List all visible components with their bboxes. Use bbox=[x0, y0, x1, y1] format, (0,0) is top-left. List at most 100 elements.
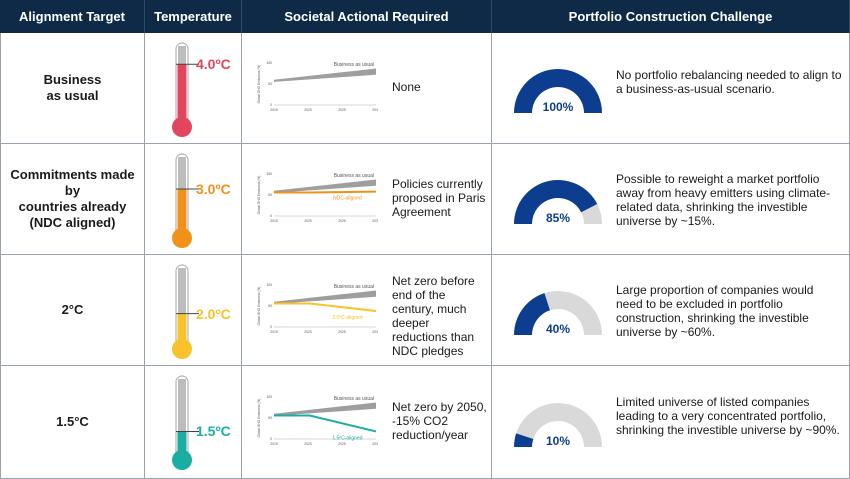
alignment-target-label: 2°C bbox=[61, 302, 84, 317]
y-tick-label: 100 bbox=[266, 395, 272, 399]
x-tick-label: 2020 bbox=[304, 219, 312, 223]
x-tick-label: 2025 bbox=[338, 219, 346, 223]
thermometer-icon bbox=[172, 264, 199, 359]
gauge-percent-label: 10% bbox=[546, 434, 570, 448]
y-axis-label: Global GHG Emissions (%) bbox=[257, 64, 261, 103]
alignment-target-label: Business as usual bbox=[43, 72, 102, 103]
gauge-fill bbox=[514, 179, 598, 224]
y-tick-label: 50 bbox=[268, 193, 272, 197]
x-tick-label: 2020 bbox=[304, 108, 312, 112]
y-tick-label: 50 bbox=[268, 416, 272, 420]
y-tick-label: 50 bbox=[268, 82, 272, 86]
action-required-text: None bbox=[392, 79, 421, 94]
x-tick-label: 2030 bbox=[372, 330, 378, 334]
portfolio-challenge-cell: 100% No portfolio rebalancing needed to a… bbox=[492, 33, 850, 144]
challenge-text: Large proportion of companies would need… bbox=[616, 282, 814, 339]
alignment-target-cell: 1.5°C bbox=[0, 366, 145, 479]
societal-action-cell: Global GHG Emissions (%) 100 50 0 2015 2020 20… bbox=[242, 33, 492, 144]
business-as-usual-band bbox=[274, 401, 376, 416]
temperature-label: 3.0ºC bbox=[196, 180, 231, 197]
band-label: Business as usual bbox=[334, 395, 374, 401]
temperature-cell: 2.0ºC bbox=[145, 255, 242, 366]
temperature-label: 2.0ºC bbox=[196, 305, 231, 322]
y-tick-label: 100 bbox=[266, 61, 272, 65]
alignment-target-label: Commitments made by countries already (N… bbox=[10, 167, 135, 230]
x-tick-label: 2030 bbox=[372, 108, 378, 112]
portfolio-challenge-cell: 40% Large proportion of companies would n… bbox=[492, 255, 850, 366]
band-label: Business as usual bbox=[334, 61, 374, 67]
societal-action-cell: Global GHG Emissions (%) 100 50 0 2015 2020 20… bbox=[242, 255, 492, 366]
action-required-text: Policies currently proposed in Paris Agr… bbox=[392, 176, 486, 219]
challenge-text: Limited universe of listed companies lea… bbox=[616, 394, 840, 437]
pathway-label: 2.0ºC-aligned bbox=[332, 315, 362, 321]
y-tick-label: 100 bbox=[266, 172, 272, 176]
y-axis-label: Global GHG Emissions (%) bbox=[257, 175, 261, 214]
x-tick-label: 2025 bbox=[338, 108, 346, 112]
x-tick-label: 2025 bbox=[338, 330, 346, 334]
x-tick-label: 2030 bbox=[372, 219, 378, 223]
y-tick-label: 0 bbox=[270, 214, 272, 218]
challenge-text: Possible to reweight a market portfolio … bbox=[616, 171, 831, 228]
investible-universe-gauge: 85% bbox=[514, 179, 602, 225]
pathway-label: NDC-aligned bbox=[333, 195, 362, 201]
investible-universe-gauge: 10% bbox=[514, 402, 602, 448]
y-tick-label: 50 bbox=[268, 304, 272, 308]
temperature-label: 1.5ºC bbox=[196, 423, 231, 440]
gauge-percent-label: 40% bbox=[546, 322, 570, 336]
challenge-text: No portfolio rebalancing needed to align… bbox=[616, 67, 842, 96]
temperature-cell: 3.0ºC bbox=[145, 144, 242, 255]
investible-universe-gauge: 100% bbox=[514, 68, 602, 114]
temperature-cell: 1.5ºC bbox=[145, 366, 242, 479]
y-tick-label: 0 bbox=[270, 325, 272, 329]
band-label: Business as usual bbox=[334, 283, 374, 289]
header-portfolio-challenge: Portfolio Construction Challenge bbox=[492, 0, 850, 33]
gauge-percent-label: 100% bbox=[543, 100, 574, 114]
thermometer-icon bbox=[172, 375, 199, 470]
business-as-usual-band bbox=[274, 178, 376, 193]
header-societal-action: Societal Actional Required bbox=[242, 0, 492, 33]
gauge-track bbox=[514, 402, 602, 447]
action-required-text: Net zero by 2050, -15% CO2 reduction/yea… bbox=[392, 399, 487, 442]
x-tick-label: 2025 bbox=[338, 442, 346, 446]
portfolio-challenge-cell: 85% Possible to reweight a market portfol… bbox=[492, 144, 850, 255]
gauge-percent-label: 85% bbox=[546, 211, 570, 225]
band-label: Business as usual bbox=[334, 172, 374, 178]
alignment-target-cell: 2°C bbox=[0, 255, 145, 366]
action-required-text: Net zero before end of the century, much… bbox=[392, 273, 475, 358]
investible-universe-gauge: 40% bbox=[514, 290, 602, 336]
header-alignment-target: Alignment Target bbox=[0, 0, 145, 33]
thermometer-icon bbox=[172, 42, 199, 137]
societal-action-cell: Global GHG Emissions (%) 100 50 0 2015 2020 20… bbox=[242, 366, 492, 479]
x-tick-label: 2015 bbox=[270, 219, 278, 223]
y-axis-label: Global GHG Emissions (%) bbox=[257, 286, 261, 325]
y-tick-label: 0 bbox=[270, 103, 272, 107]
pathway-label: 1.5ºC-aligned bbox=[332, 435, 362, 441]
header-temperature: Temperature bbox=[145, 0, 242, 33]
x-tick-label: 2015 bbox=[270, 330, 278, 334]
y-tick-label: 100 bbox=[266, 283, 272, 287]
thermometer-icon bbox=[172, 153, 199, 248]
aligned-pathway-line bbox=[274, 301, 377, 312]
x-tick-label: 2020 bbox=[304, 442, 312, 446]
alignment-target-label: 1.5°C bbox=[56, 414, 89, 429]
x-tick-label: 2020 bbox=[304, 330, 312, 334]
aligned-pathway-line bbox=[274, 190, 377, 193]
alignment-target-cell: Commitments made by countries already (N… bbox=[0, 144, 145, 255]
aligned-pathway-line bbox=[274, 413, 377, 432]
gauge-fill bbox=[514, 68, 602, 113]
temperature-label: 4.0ºC bbox=[196, 56, 231, 73]
x-tick-label: 2015 bbox=[270, 442, 278, 446]
business-as-usual-band bbox=[274, 289, 376, 304]
portfolio-challenge-cell: 10% Limited universe of listed companies … bbox=[492, 366, 850, 479]
x-tick-label: 2030 bbox=[372, 442, 378, 446]
societal-action-cell: Global GHG Emissions (%) 100 50 0 2015 2020 20… bbox=[242, 144, 492, 255]
gauge-fill bbox=[514, 432, 534, 447]
gauge-fill bbox=[514, 292, 550, 335]
y-axis-label: Global GHG Emissions (%) bbox=[257, 398, 261, 437]
x-tick-label: 2015 bbox=[270, 108, 278, 112]
